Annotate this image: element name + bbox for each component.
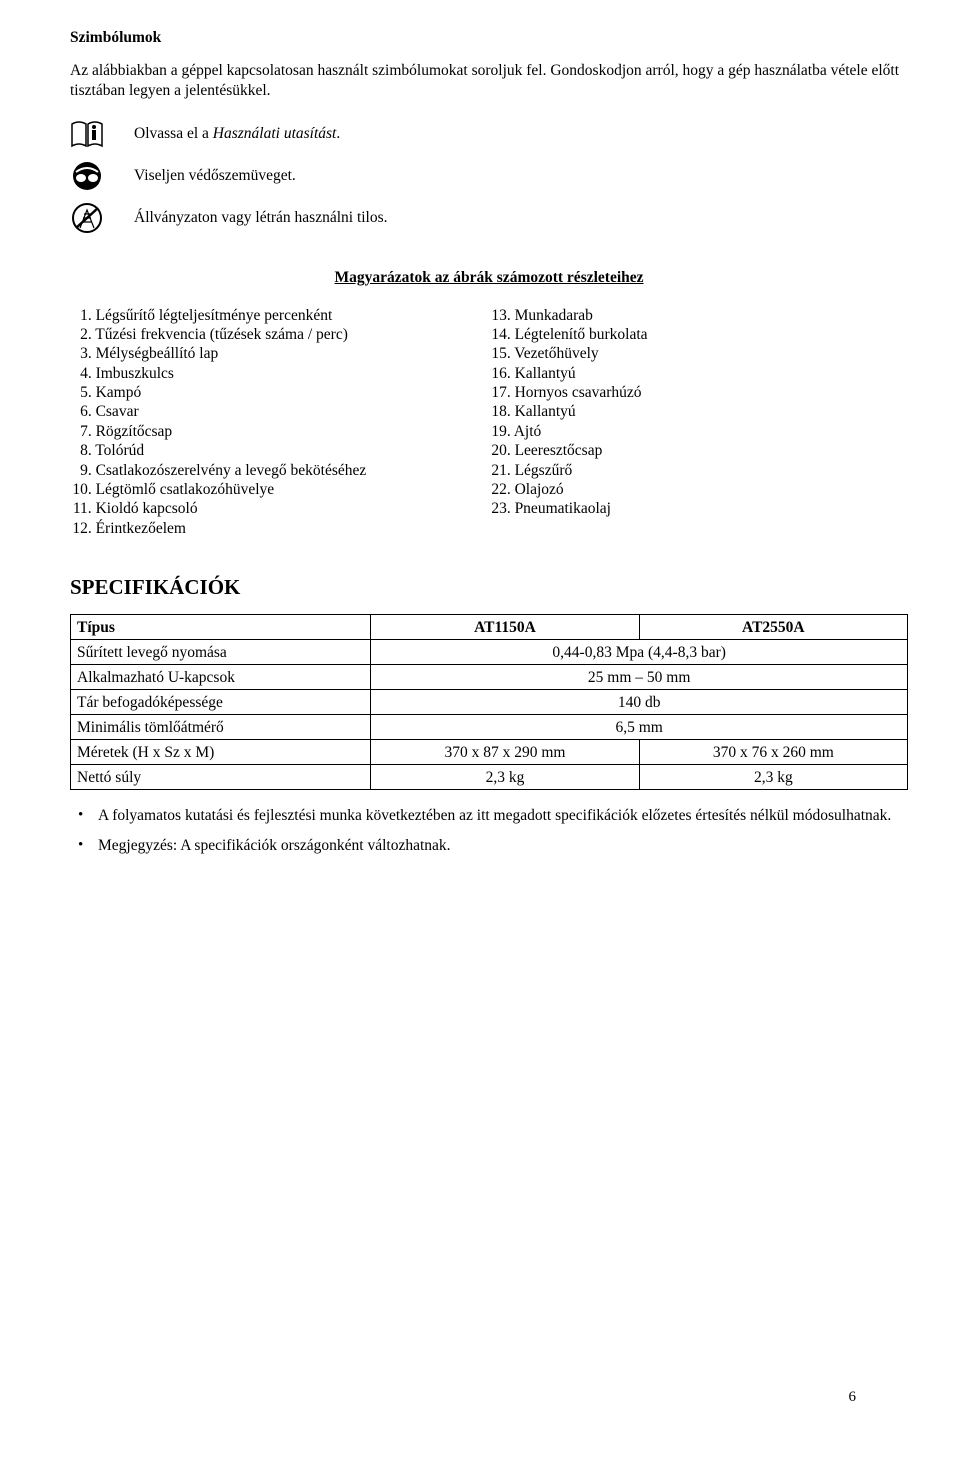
- table-row: Nettó súly2,3 kg2,3 kg: [71, 765, 908, 790]
- symbols-list: Olvassa el a Használati utasítást. Visel…: [70, 118, 908, 234]
- spec-label: Alkalmazható U-kapcsok: [71, 665, 371, 690]
- list-item: 2. Tűzési frekvencia (tűzések száma / pe…: [70, 325, 489, 344]
- symbols-intro: Az alábbiakban a géppel kapcsolatosan ha…: [70, 61, 908, 100]
- goggles-icon: [70, 160, 104, 192]
- list-item: 4. Imbuszkulcs: [70, 364, 489, 383]
- note-item: Megjegyzés: A specifikációk országonként…: [70, 836, 908, 855]
- list-item: 22. Olajozó: [489, 480, 908, 499]
- list-item: 3. Mélységbeállító lap: [70, 344, 489, 363]
- spec-value: 140 db: [371, 690, 908, 715]
- page-number: 6: [849, 1388, 857, 1407]
- list-item: 13. Munkadarab: [489, 306, 908, 325]
- list-item: 1. Légsűrítő légteljesítménye percenként: [70, 306, 489, 325]
- table-row: Típus AT1150A AT2550A: [71, 615, 908, 640]
- figures-heading: Magyarázatok az ábrák számozott részlete…: [70, 268, 908, 287]
- symbol-row: Viseljen védőszemüveget.: [70, 160, 908, 192]
- model-header: AT1150A: [371, 615, 639, 640]
- symbol-row: Olvassa el a Használati utasítást.: [70, 118, 908, 150]
- legend-right: 13. Munkadarab14. Légtelenítő burkolata1…: [489, 306, 908, 519]
- list-item: 7. Rögzítőcsap: [70, 422, 489, 441]
- spec-value: 370 x 87 x 290 mm: [371, 740, 639, 765]
- table-row: Méretek (H x Sz x M)370 x 87 x 290 mm370…: [71, 740, 908, 765]
- list-item: 18. Kallantyú: [489, 402, 908, 421]
- type-header: Típus: [71, 615, 371, 640]
- spec-label: Minimális tömlőátmérő: [71, 715, 371, 740]
- list-item: 6. Csavar: [70, 402, 489, 421]
- spec-heading: SPECIFIKÁCIÓK: [70, 574, 908, 600]
- notes-list: A folyamatos kutatási és fejlesztési mun…: [70, 806, 908, 855]
- list-item: 21. Légszűrő: [489, 461, 908, 480]
- list-item: 12. Érintkezőelem: [70, 519, 489, 538]
- spec-value: 6,5 mm: [371, 715, 908, 740]
- no-ladder-icon: [70, 202, 104, 234]
- spec-value: 2,3 kg: [371, 765, 639, 790]
- list-item: 11. Kioldó kapcsoló: [70, 499, 489, 518]
- legend-left: 1. Légsűrítő légteljesítménye percenként…: [70, 306, 489, 539]
- list-item: 5. Kampó: [70, 383, 489, 402]
- symbol-text: Állványzaton vagy létrán használni tilos…: [134, 208, 388, 227]
- symbol-row: Állványzaton vagy létrán használni tilos…: [70, 202, 908, 234]
- manual-icon: [70, 118, 104, 150]
- spec-label: Nettó súly: [71, 765, 371, 790]
- list-item: 16. Kallantyú: [489, 364, 908, 383]
- list-item: 19. Ajtó: [489, 422, 908, 441]
- list-item: 14. Légtelenítő burkolata: [489, 325, 908, 344]
- table-row: Tár befogadóképessége140 db: [71, 690, 908, 715]
- list-item: 10. Légtömlő csatlakozóhüvelye: [70, 480, 489, 499]
- spec-value: 0,44-0,83 Mpa (4,4-8,3 bar): [371, 640, 908, 665]
- spec-label: Tár befogadóképessége: [71, 690, 371, 715]
- model-header: AT2550A: [639, 615, 907, 640]
- table-row: Minimális tömlőátmérő6,5 mm: [71, 715, 908, 740]
- spec-label: Méretek (H x Sz x M): [71, 740, 371, 765]
- list-item: 23. Pneumatikaolaj: [489, 499, 908, 518]
- figure-legend: 1. Légsűrítő légteljesítménye percenként…: [70, 306, 908, 539]
- note-item: A folyamatos kutatási és fejlesztési mun…: [70, 806, 908, 825]
- list-item: 9. Csatlakozószerelvény a levegő bekötés…: [70, 461, 489, 480]
- spec-label: Sűrített levegő nyomása: [71, 640, 371, 665]
- list-item: 8. Tolórúd: [70, 441, 489, 460]
- section-title-symbols: Szimbólumok: [70, 28, 908, 47]
- spec-value: 25 mm – 50 mm: [371, 665, 908, 690]
- list-item: 17. Hornyos csavarhúzó: [489, 383, 908, 402]
- table-row: Alkalmazható U-kapcsok25 mm – 50 mm: [71, 665, 908, 690]
- symbol-text: Viseljen védőszemüveget.: [134, 166, 296, 185]
- table-row: Sűrített levegő nyomása0,44-0,83 Mpa (4,…: [71, 640, 908, 665]
- symbol-text: Olvassa el a Használati utasítást.: [134, 124, 340, 143]
- list-item: 15. Vezetőhüvely: [489, 344, 908, 363]
- spec-value: 2,3 kg: [639, 765, 907, 790]
- list-item: 20. Leeresztőcsap: [489, 441, 908, 460]
- spec-table: Típus AT1150A AT2550A Sűrített levegő ny…: [70, 614, 908, 790]
- spec-value: 370 x 76 x 260 mm: [639, 740, 907, 765]
